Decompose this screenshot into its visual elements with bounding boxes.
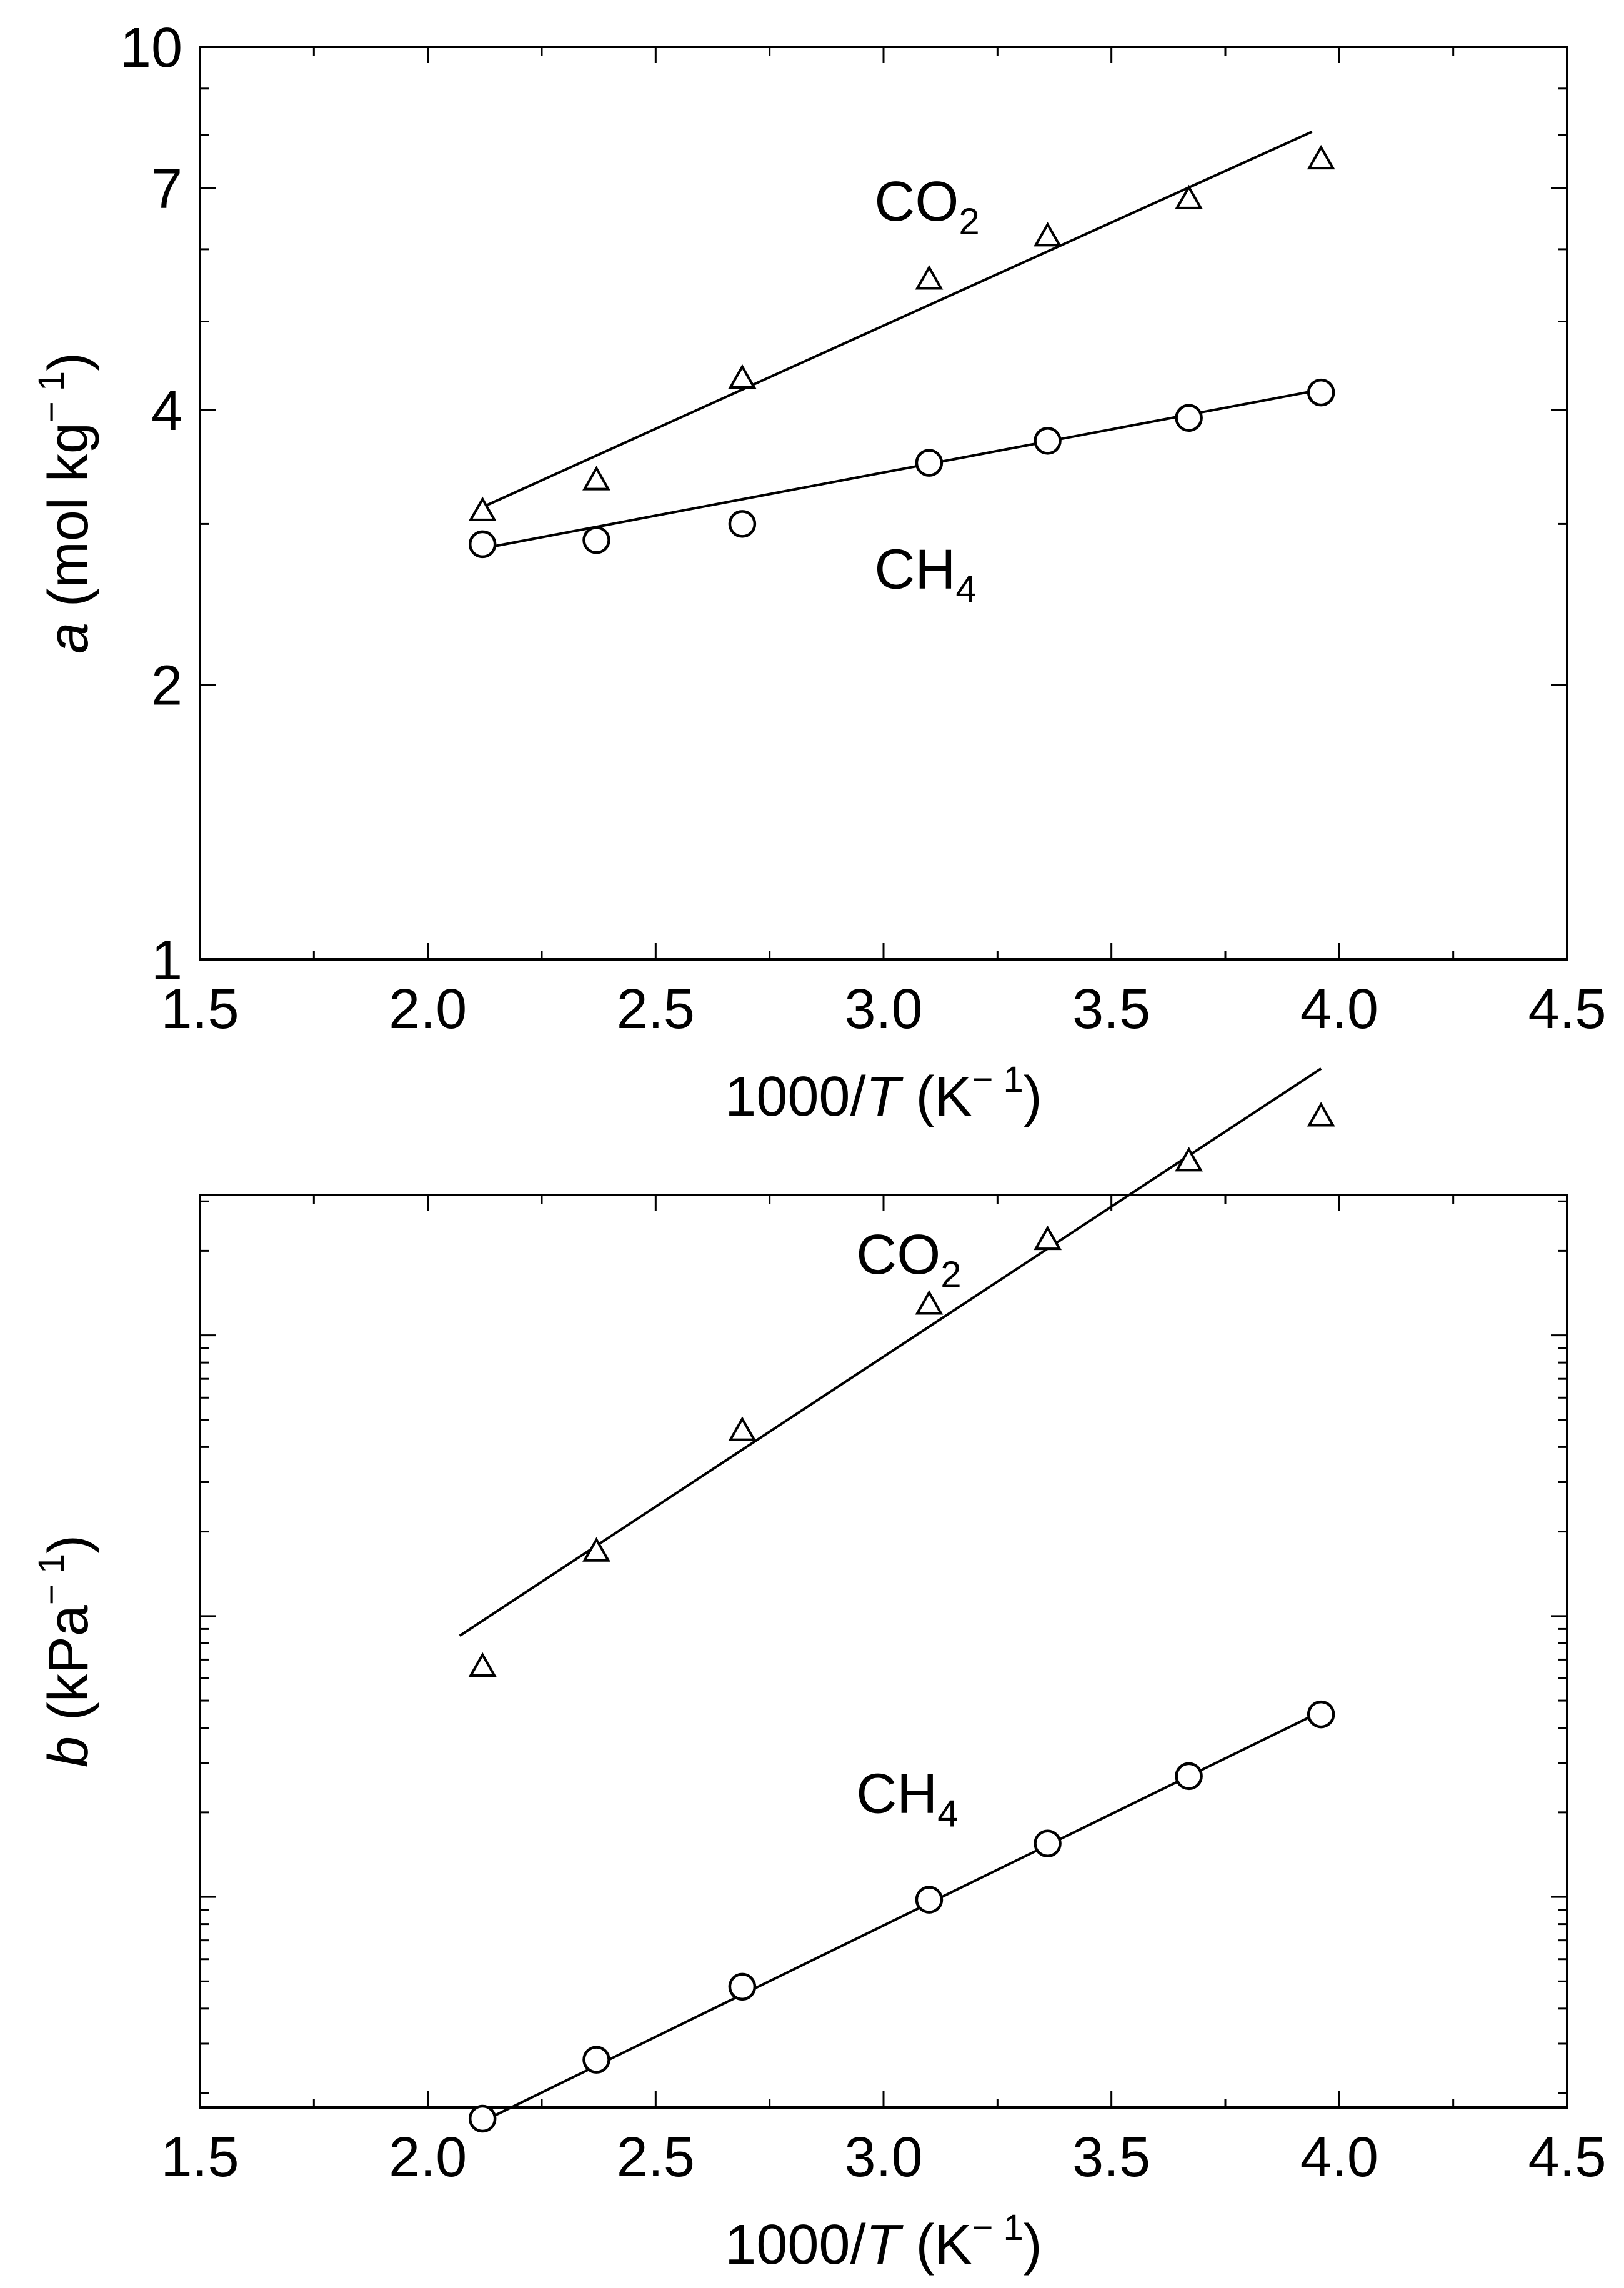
y-tick-label: 2 [151, 654, 182, 717]
x-tick-label: 4.0 [1300, 978, 1378, 1041]
x-axis-label: 1000/T (K− 1) [725, 2207, 1042, 2276]
x-tick-label: 2.0 [389, 978, 467, 1041]
ch4-point [1175, 404, 1203, 432]
co2-point [1175, 184, 1203, 209]
x-tick-label: 2.0 [389, 2126, 467, 2189]
y-tick-label: 7 [151, 158, 182, 221]
ch4-point [1307, 1700, 1335, 1729]
x-tick-label: 3.5 [1072, 978, 1150, 1041]
x-tick-label: 1.5 [161, 978, 239, 1041]
ch4-point [728, 1972, 757, 2001]
x-tick-label: 4.5 [1528, 978, 1606, 1041]
co2-point [915, 1290, 944, 1315]
x-axis-label: 1000/T (K− 1) [725, 1059, 1042, 1128]
x-tick-label: 3.0 [844, 978, 922, 1041]
ch4-point [582, 526, 610, 554]
ch4-point [1034, 427, 1062, 455]
y-axis-label: b (kPa− 1) [31, 1535, 100, 1767]
x-tick-label: 4.0 [1300, 2126, 1378, 2189]
co2-point [1307, 1102, 1335, 1127]
x-tick-label: 1.5 [161, 2126, 239, 2189]
ch4-point [1307, 378, 1335, 407]
co2-point [1034, 1225, 1062, 1251]
co2-point [728, 1416, 757, 1441]
co2-series-label: CO2 [874, 171, 979, 242]
ch4-point [915, 1886, 944, 1914]
ch4-point [1034, 1829, 1062, 1857]
plot-frame-bottom [199, 1194, 1568, 2109]
co2-fit-line [459, 1067, 1322, 1637]
x-tick-label: 3.5 [1072, 2126, 1150, 2189]
co2-point [915, 265, 944, 290]
ch4-point [1175, 1762, 1203, 1791]
y-axis-label: a (mol kg− 1) [31, 352, 100, 654]
co2-point [1175, 1147, 1203, 1172]
ch4-series-label: CH4 [874, 538, 976, 610]
x-tick-label: 2.5 [617, 978, 695, 1041]
co2-point [582, 1537, 610, 1562]
x-tick-label: 4.5 [1528, 2126, 1606, 2189]
ch4-series-label: CH4 [856, 1762, 958, 1834]
co2-point [582, 466, 610, 491]
chart-panel-top: 1 2 4 7 10 1.5 2.0 2.5 3.0 3.5 4.0 4.5 1000/T (K− 1)… [31, 17, 1607, 1128]
co2-point [1307, 144, 1335, 170]
co2-point [1034, 222, 1062, 247]
x-tick-label: 2.5 [617, 2126, 695, 2189]
y-tick-label: 10 [120, 17, 182, 79]
y-tick-label: 4 [151, 380, 182, 442]
ch4-point [582, 2046, 610, 2074]
x-tick-label: 3.0 [844, 2126, 922, 2189]
co2-series-label: CO2 [856, 1224, 961, 1296]
ch4-point [468, 2104, 497, 2133]
ch4-point [915, 449, 944, 477]
ch4-point [728, 510, 757, 538]
co2-point [468, 496, 497, 521]
co2-point [468, 1652, 497, 1677]
co2-fit-line [482, 131, 1313, 509]
ch4-point [468, 530, 497, 559]
co2-point [728, 364, 757, 389]
chart-panel-bottom: 1.5 2.0 2.5 3.0 3.5 4.0 4.5 1000/T (K− 1) b (kPa… [31, 1067, 1607, 2276]
y-tick-label: 1 [151, 929, 182, 992]
